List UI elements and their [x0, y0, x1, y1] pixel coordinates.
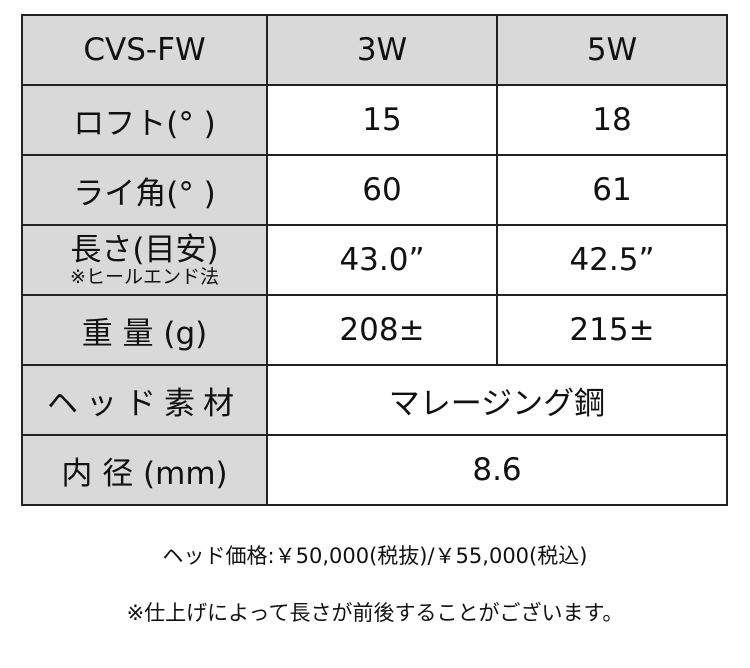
table-row-lie: ライ角(° ) 60 61	[21, 154, 728, 226]
cell-value: 42.5”	[496, 224, 728, 296]
row-label: ライ角(° )	[21, 154, 268, 226]
header-3w: 3W	[266, 14, 498, 86]
cell-value: 60	[266, 154, 498, 226]
row-label: 長さ(目安) ※ヒールエンド法	[21, 224, 268, 296]
row-label: 重 量 (g)	[21, 294, 268, 366]
header-5w: 5W	[496, 14, 728, 86]
length-note: ※仕上げによって長さが前後することがございます。	[126, 601, 624, 625]
header-model: CVS-FW	[21, 14, 268, 86]
cell-value: 61	[496, 154, 728, 226]
cell-value: 8.6	[266, 434, 728, 506]
cell-value: 15	[266, 84, 498, 156]
table-row-length: 長さ(目安) ※ヒールエンド法 43.0” 42.5”	[21, 224, 728, 296]
table-header-row: CVS-FW 3W 5W	[21, 14, 728, 86]
table-row-loft: ロフト(° ) 15 18	[21, 84, 728, 156]
row-label: ヘッド素材	[21, 364, 268, 436]
price-note: ヘッド価格:￥50,000(税抜)/￥55,000(税込)	[162, 544, 588, 568]
row-label-sub: ※ヒールエンド法	[70, 266, 219, 288]
cell-value: 18	[496, 84, 728, 156]
cell-value: マレージング鋼	[266, 364, 728, 436]
row-label-main: 長さ(目安)	[70, 232, 219, 268]
table-row-weight: 重 量 (g) 208± 215±	[21, 294, 728, 366]
cell-value: 208±	[266, 294, 498, 366]
cell-value: 215±	[496, 294, 728, 366]
row-label: ロフト(° )	[21, 84, 268, 156]
spec-table: CVS-FW 3W 5W ロフト(° ) 15 18 ライ角(° ) 60 61…	[21, 14, 728, 506]
table-row-material: ヘッド素材 マレージング鋼	[21, 364, 728, 436]
row-label: 内 径 (mm)	[21, 434, 268, 506]
cell-value: 43.0”	[266, 224, 498, 296]
table-row-inner-diameter: 内 径 (mm) 8.6	[21, 434, 728, 506]
